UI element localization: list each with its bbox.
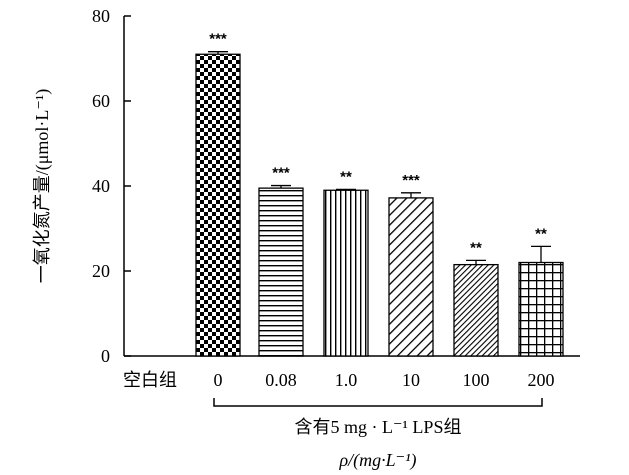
- category-label: 200: [528, 370, 555, 390]
- bar: [453, 263, 499, 357]
- significance-label: **: [535, 225, 547, 242]
- bar: [258, 187, 304, 357]
- y-ticks: 0 20 40 60 80: [92, 6, 131, 366]
- bar: [518, 261, 564, 357]
- significance-label: **: [340, 168, 352, 185]
- category-label: 10: [402, 370, 420, 390]
- group-bracket: [213, 398, 543, 407]
- category-label: 0.08: [265, 370, 297, 390]
- y-tick-label: 20: [92, 261, 110, 281]
- significance-label: ***: [402, 172, 420, 189]
- bar: [195, 53, 241, 357]
- category-label: 1.0: [335, 370, 358, 390]
- y-tick-label: 40: [92, 176, 110, 196]
- significance-label: **: [470, 239, 482, 256]
- category-label: 100: [463, 370, 490, 390]
- significance-label: ***: [272, 165, 290, 182]
- y-tick-label: 80: [92, 6, 110, 26]
- category-labels: 空白组 0 0.08 1.0 10 100 200: [123, 370, 555, 390]
- y-tick-label: 0: [101, 346, 110, 366]
- x-axis-label: ρ/(mg·L⁻¹): [338, 450, 416, 471]
- y-axis-label: 一氧化氮产量/(μmol·L⁻¹): [32, 89, 53, 284]
- group-label: 含有5 mg · L⁻¹ LPS组: [295, 417, 462, 437]
- y-tick-label: 60: [92, 91, 110, 111]
- bar: [323, 189, 369, 357]
- significance-label: ***: [209, 31, 227, 48]
- category-label: 空白组: [123, 370, 177, 390]
- bars: ****** ** *******: [195, 31, 564, 357]
- category-label: 0: [214, 370, 223, 390]
- bar: [388, 197, 434, 357]
